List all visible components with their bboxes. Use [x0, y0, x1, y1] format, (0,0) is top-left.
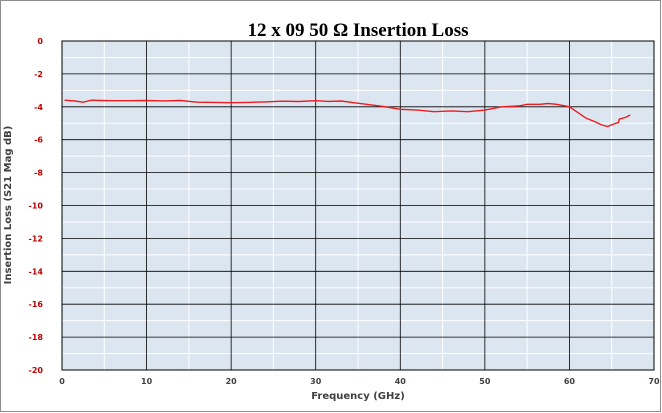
y-tick-label: -6 — [34, 136, 43, 145]
x-tick-label: 60 — [564, 377, 576, 386]
y-tick-label: -12 — [29, 234, 43, 243]
y-tick-label: -18 — [29, 333, 44, 342]
x-tick-label: 50 — [479, 377, 491, 386]
x-tick-label: 0 — [59, 377, 65, 386]
x-axis-label: Frequency (GHz) — [311, 391, 405, 402]
y-tick-label: -20 — [29, 366, 44, 375]
x-tick-label: 70 — [648, 377, 660, 386]
major-gridlines — [61, 40, 655, 371]
plot-border — [61, 40, 655, 371]
x-tick-label: 20 — [226, 377, 238, 386]
x-tick-label: 40 — [395, 377, 407, 386]
y-tick-label: 0 — [37, 37, 43, 46]
y-axis-label: Insertion Loss (S21 Mag dB) — [3, 126, 14, 285]
y-tick-label: -14 — [29, 267, 44, 276]
x-tick-label: 10 — [141, 377, 153, 386]
y-tick-label: -4 — [34, 103, 43, 112]
series-line — [64, 99, 631, 128]
x-tick-label: 30 — [310, 377, 322, 386]
chart-title: 12 x 09 50 Ω Insertion Loss — [247, 20, 468, 41]
y-tick-label: -8 — [34, 169, 43, 178]
y-tick-label: -16 — [29, 300, 44, 309]
y-tick-label: -10 — [29, 202, 44, 211]
y-axis-tick-labels: 0 -2 -4 -6 -8 -10 -12 -14 -16 -18 -20 — [29, 37, 44, 375]
x-axis-tick-labels: 0 10 20 30 40 50 60 70 — [59, 377, 660, 386]
y-tick-label: -2 — [34, 70, 43, 79]
